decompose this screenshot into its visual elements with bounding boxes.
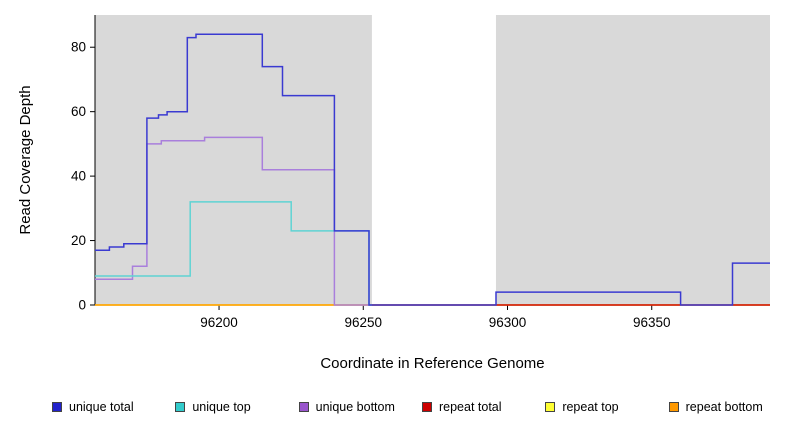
legend-item-unique-total: unique total	[52, 400, 175, 414]
legend-swatch	[52, 402, 62, 412]
x-tick-label: 96350	[633, 315, 671, 330]
series-unique-total	[95, 33, 770, 306]
y-tick-label: 80	[71, 40, 86, 55]
legend-swatch	[298, 402, 309, 412]
coverage-plot: 96200 96250 96300 96350 0 20 40 60 80	[71, 15, 770, 330]
x-axis-title: Coordinate in Reference Genome	[320, 355, 545, 372]
legend-label: repeat total	[438, 400, 502, 414]
y-tick-label: 0	[78, 298, 86, 313]
panel-background-left	[95, 15, 372, 305]
legend-label: unique bottom	[315, 400, 395, 414]
legend-swatch	[175, 402, 186, 412]
legend-item-repeat-bottom: repeat bottom	[668, 400, 792, 414]
legend-swatch	[545, 402, 556, 412]
legend-item-unique-bottom: unique bottom	[298, 400, 422, 414]
legend-item-unique-top: unique top	[175, 400, 298, 414]
y-tick-label: 20	[71, 233, 86, 248]
legend-label: repeat bottom	[685, 400, 763, 414]
series-unique-bottom	[95, 136, 372, 306]
legend-swatch	[668, 402, 679, 412]
panel-background-right	[495, 15, 770, 305]
y-tick-label: 40	[71, 169, 86, 184]
x-tick-label: 96250	[344, 315, 382, 330]
y-tick-label: 60	[71, 104, 86, 119]
legend-label: unique total	[69, 400, 134, 414]
legend: unique total unique top unique bottom re…	[52, 400, 792, 414]
legend-label: unique top	[192, 400, 251, 414]
legend-item-repeat-total: repeat total	[421, 400, 545, 414]
legend-label: repeat top	[562, 400, 619, 414]
legend-item-repeat-top: repeat top	[545, 400, 668, 414]
y-axis-title: Read Coverage Depth	[17, 85, 34, 235]
legend-swatch	[421, 402, 432, 412]
x-tick-label: 96200	[200, 315, 238, 330]
x-tick-label: 96300	[489, 315, 527, 330]
